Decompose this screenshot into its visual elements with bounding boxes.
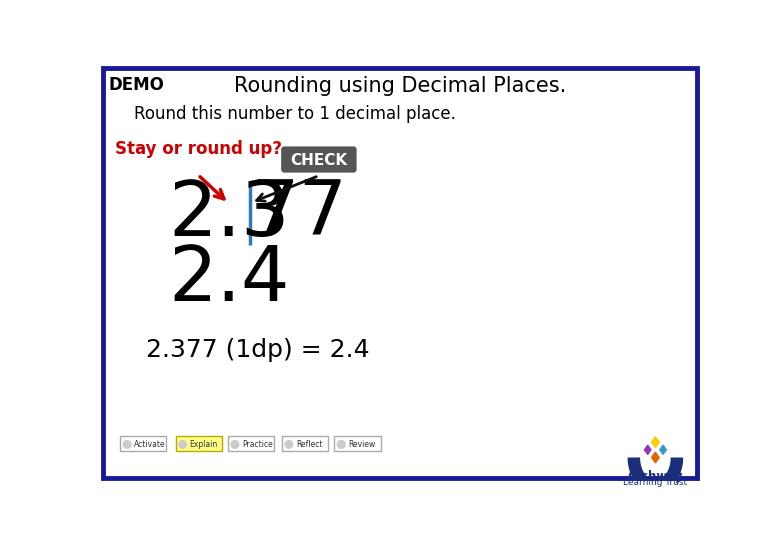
Text: 2.3: 2.3 [168, 178, 290, 252]
Text: Stay or round up?: Stay or round up? [115, 140, 282, 158]
Polygon shape [644, 445, 651, 455]
Polygon shape [651, 452, 659, 463]
Circle shape [285, 441, 292, 448]
Text: 2.377 (1dp) = 2.4: 2.377 (1dp) = 2.4 [146, 338, 369, 362]
Circle shape [231, 441, 239, 448]
FancyBboxPatch shape [281, 146, 356, 173]
FancyBboxPatch shape [335, 436, 381, 451]
Text: Rounding using Decimal Places.: Rounding using Decimal Places. [234, 76, 566, 96]
Polygon shape [660, 445, 666, 455]
Text: CHECK: CHECK [290, 153, 347, 168]
Text: Round this number to 1 decimal place.: Round this number to 1 decimal place. [134, 105, 456, 123]
Text: DEMO: DEMO [108, 76, 165, 93]
FancyBboxPatch shape [120, 436, 166, 451]
Text: 2.4: 2.4 [168, 244, 290, 318]
Circle shape [123, 441, 131, 448]
Text: Review: Review [348, 440, 375, 449]
Text: Explain: Explain [190, 440, 218, 449]
Text: Reflect: Reflect [296, 440, 322, 449]
Text: Archway: Archway [627, 470, 683, 483]
FancyBboxPatch shape [176, 436, 222, 451]
Circle shape [338, 441, 345, 448]
Text: Learning Trust: Learning Trust [623, 478, 687, 487]
Text: Activate: Activate [134, 440, 165, 449]
Polygon shape [651, 437, 659, 448]
FancyBboxPatch shape [282, 436, 328, 451]
FancyBboxPatch shape [228, 436, 275, 451]
FancyBboxPatch shape [102, 68, 697, 477]
Text: 77: 77 [251, 178, 348, 252]
Text: Practice: Practice [242, 440, 273, 449]
Circle shape [179, 441, 186, 448]
